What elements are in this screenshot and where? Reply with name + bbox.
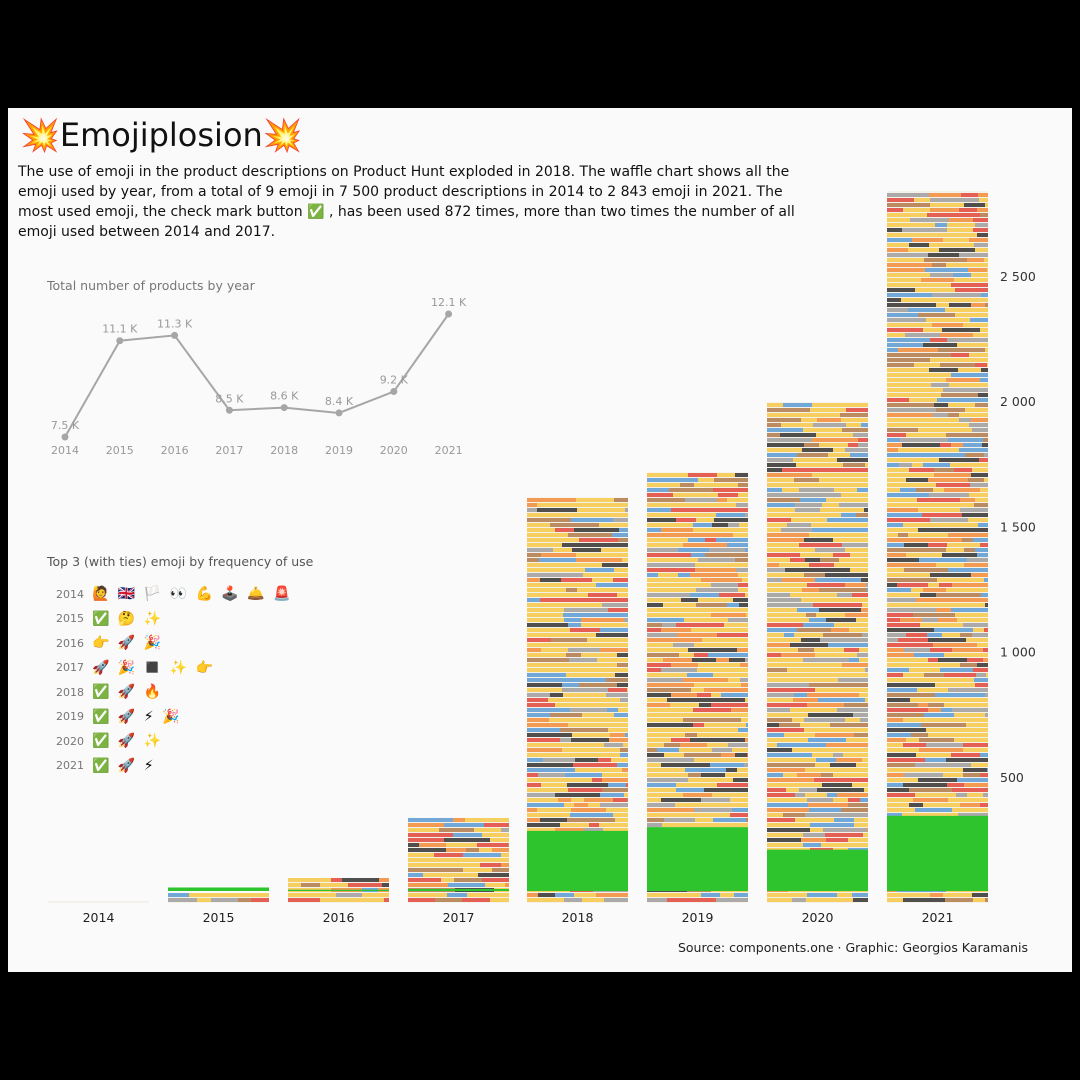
waffle-bar [527,497,628,903]
waffle-column [288,877,389,903]
waffle-x-tick-label: 2019 [682,910,714,925]
line-point-label: 11.3 K [157,317,193,330]
top3-year: 2017 [56,661,84,674]
line-x-tick-label: 2014 [51,444,79,457]
line-point [171,331,179,339]
top3-row: 2021 ✅ 🚀 ⚡ [56,754,156,778]
top3-emoji: 🙋 🇬🇧 🏳️ 👀 💪 🕹️ 🛎️ 🚨 [92,586,293,602]
top3-row: 2018 ✅ 🚀 🔥 [56,680,163,704]
waffle-x-tick-label: 2020 [802,910,834,925]
waffle-x-tick-label: 2015 [203,910,235,925]
line-point [280,404,288,412]
top3-row: 2019 ✅ 🚀 ⚡ 🎉 [56,705,181,729]
line-x-tick-label: 2019 [325,444,353,457]
waffle-y-tick-label: 1 000 [1000,645,1036,660]
waffle-x-tick-label: 2016 [323,910,355,925]
chart-panel: 💥Emojiplosion💥 The use of emoji in the p… [8,108,1072,972]
source-caption: Source: components.one · Graphic: Georgi… [677,940,1028,955]
top3-row: 2017 🚀 🎉 ◼️ ✨ 👉 [56,656,215,680]
top3-year: 2018 [56,685,84,699]
check-mark-block [527,830,628,891]
top3-row: 2015 ✅ 🤔 ✨ [56,607,163,631]
check-mark-block [767,849,868,891]
top3-row: 2014 🙋 🇬🇧 🏳️ 👀 💪 🕹️ 🛎️ 🚨 [56,582,293,606]
line-x-tick-label: 2017 [215,444,243,457]
top3-title: Top 3 (with ties) emoji by frequency of … [47,554,314,569]
waffle-column [647,472,748,903]
line-point [445,310,453,318]
waffle-bar [168,892,269,903]
line-x-tick-label: 2020 [380,444,408,457]
line-point-label: 8.4 K [325,395,354,408]
line-point [390,388,398,396]
waffle-y-tick-label: 1 500 [1000,519,1036,534]
check-mark-block [408,888,509,891]
top3-row: 2016 👉 🚀 🎉 [56,631,163,655]
waffle-y-tick-label: 2 000 [1000,394,1036,409]
top3-emoji: ✅ 🚀 ✨ [92,733,164,749]
line-point [61,433,69,441]
chart-title: 💥Emojiplosion💥 [20,116,303,154]
line-point [225,406,233,414]
top3-year: 2014 [56,587,84,601]
line-point-label: 11.1 K [102,323,138,336]
top3-year: 2021 [56,759,84,772]
check-mark-block [647,827,748,891]
top3-emoji: 👉 🚀 🎉 [92,635,164,651]
waffle-bar [887,191,988,903]
line-x-tick-label: 2016 [161,444,189,457]
waffle-column [168,887,269,903]
line-x-tick-label: 2021 [435,444,463,457]
waffle-bar [408,817,509,903]
waffle-column [408,817,509,903]
line-point-label: 12.1 K [431,296,467,309]
waffle-column [767,402,868,903]
top3-year: 2016 [56,636,84,650]
check-mark-block [887,815,988,891]
check-mark-block [168,887,269,891]
line-x-tick-label: 2018 [270,444,298,457]
waffle-bar [48,900,149,903]
line-point [335,409,343,417]
top3-emoji: ✅ 🚀 ⚡ 🎉 [92,708,182,725]
waffle-y-tick-label: 2 500 [1000,269,1036,284]
top3-emoji: ✅ 🚀 ⚡ [92,757,156,774]
top3-emoji: 🚀 🎉 ◼️ ✨ 👉 [92,659,215,676]
waffle-bar [767,402,868,903]
line-chart-title: Total number of products by year [46,278,256,293]
top3-year: 2015 [56,612,84,625]
waffle-x-tick-label: 2018 [562,910,594,925]
line-x-tick-label: 2015 [106,444,134,457]
top3-emoji: ✅ 🤔 ✨ [92,610,164,627]
waffle-column [527,497,628,903]
waffle-x-tick-label: 2021 [922,910,954,925]
waffle-bar [288,877,389,903]
waffle-x-tick-label: 2017 [443,910,475,925]
line-point-label: 9.2 K [380,374,409,387]
waffle-column [887,191,988,903]
waffle-x-tick-label: 2014 [83,910,115,925]
line-point-label: 8.6 K [270,390,299,403]
waffle-y-tick-label: 500 [1000,770,1024,785]
chart-subtitle: The use of emoji in the product descript… [18,164,795,240]
line-point [116,337,124,345]
waffle-bar [647,472,748,903]
top3-year: 2020 [56,734,84,748]
check-mark-block [288,889,389,891]
line-point-label: 7.5 K [51,419,80,432]
top3-year: 2019 [56,710,84,723]
products-line [64,313,450,438]
top3-emoji: ✅ 🚀 🔥 [92,684,164,700]
waffle-column [48,900,149,903]
top3-row: 2020 ✅ 🚀 ✨ [56,729,163,753]
line-point-label: 8.5 K [215,392,244,405]
